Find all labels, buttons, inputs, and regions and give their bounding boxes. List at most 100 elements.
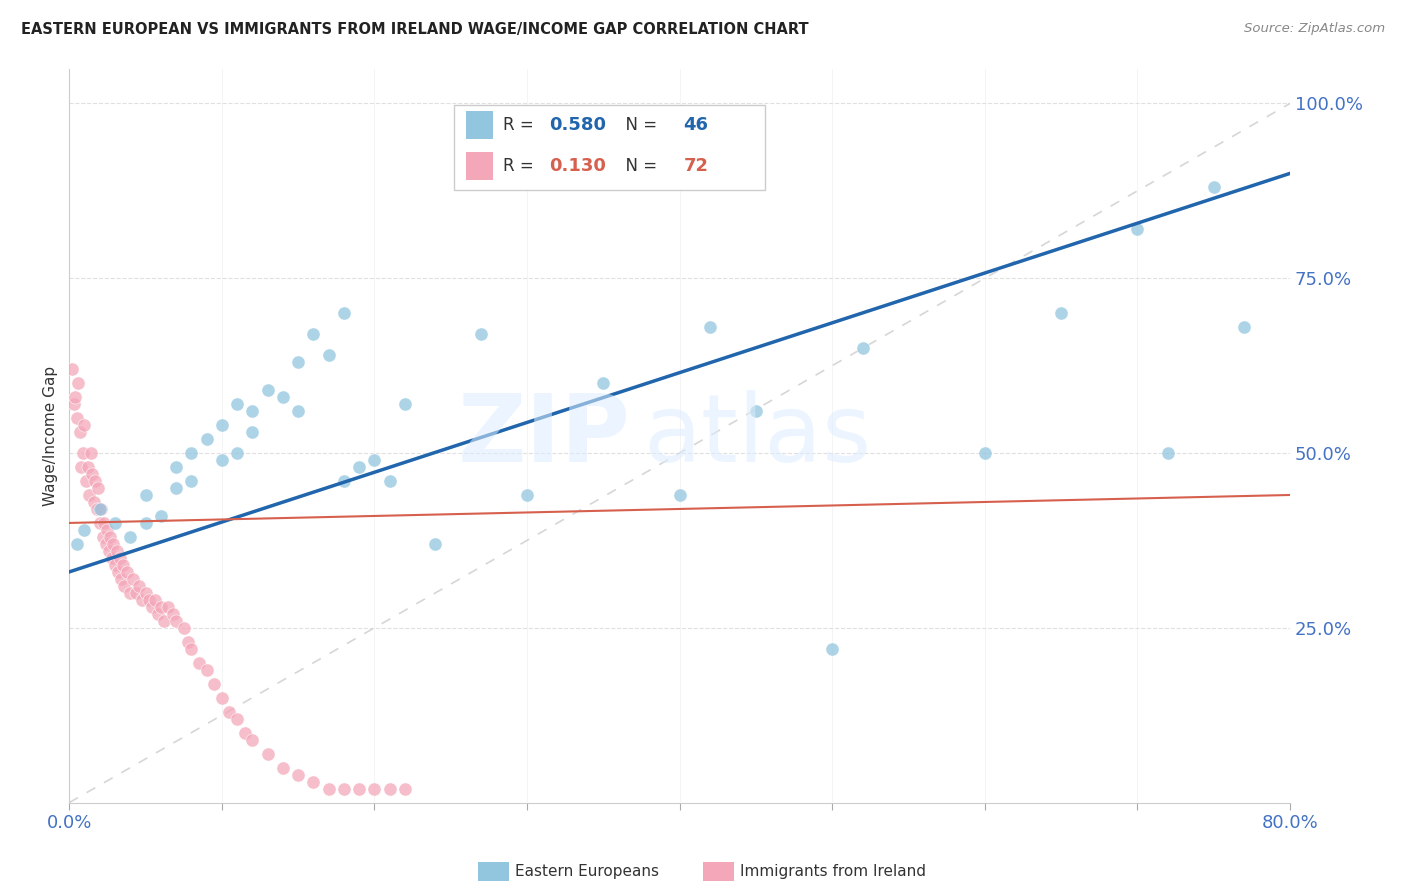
Point bbox=[226, 712, 249, 726]
Point bbox=[165, 481, 187, 495]
Point bbox=[79, 446, 101, 460]
Point bbox=[75, 474, 97, 488]
Text: 0.580: 0.580 bbox=[548, 117, 606, 135]
Point bbox=[226, 446, 249, 460]
Point bbox=[73, 418, 96, 433]
Point bbox=[135, 516, 157, 530]
Point bbox=[1157, 446, 1180, 460]
Point bbox=[157, 599, 180, 614]
Point bbox=[852, 341, 875, 355]
Point bbox=[66, 537, 89, 551]
Point bbox=[240, 404, 263, 418]
Point bbox=[91, 530, 114, 544]
Point bbox=[111, 558, 134, 572]
Point bbox=[256, 747, 278, 761]
Point bbox=[143, 592, 166, 607]
Point bbox=[89, 516, 111, 530]
Point bbox=[1202, 180, 1225, 194]
Point bbox=[120, 530, 142, 544]
Point bbox=[347, 781, 370, 796]
Point bbox=[94, 537, 117, 551]
Point bbox=[187, 656, 209, 670]
Point bbox=[973, 446, 995, 460]
Point bbox=[165, 614, 187, 628]
Point bbox=[195, 432, 218, 446]
Point bbox=[173, 621, 195, 635]
Point bbox=[149, 599, 172, 614]
Point bbox=[110, 572, 132, 586]
Point bbox=[1126, 222, 1149, 236]
Point bbox=[378, 781, 401, 796]
Point bbox=[363, 781, 385, 796]
Point bbox=[516, 488, 538, 502]
Point bbox=[233, 725, 256, 739]
Point bbox=[180, 474, 202, 488]
Point bbox=[592, 376, 614, 391]
Point bbox=[141, 599, 163, 614]
Text: R =: R = bbox=[502, 117, 538, 135]
Point bbox=[1050, 306, 1073, 320]
Point bbox=[218, 705, 240, 719]
Point bbox=[287, 767, 309, 781]
Point bbox=[302, 327, 325, 342]
Point bbox=[165, 460, 187, 475]
Point bbox=[425, 537, 447, 551]
Point bbox=[153, 614, 176, 628]
Point bbox=[120, 586, 142, 600]
Point bbox=[363, 453, 385, 467]
Point bbox=[60, 362, 83, 376]
Point bbox=[90, 502, 112, 516]
Point bbox=[104, 516, 127, 530]
Text: atlas: atlas bbox=[643, 390, 872, 482]
Point bbox=[67, 376, 90, 391]
Point bbox=[65, 390, 87, 404]
Point bbox=[138, 592, 160, 607]
Point bbox=[107, 565, 129, 579]
Point bbox=[333, 781, 356, 796]
Point bbox=[69, 425, 91, 439]
Point bbox=[745, 404, 768, 418]
Bar bbox=[465, 112, 494, 139]
Point bbox=[104, 558, 127, 572]
Point bbox=[699, 320, 721, 334]
Text: N =: N = bbox=[614, 117, 662, 135]
Point bbox=[105, 544, 128, 558]
Point bbox=[73, 523, 96, 537]
Point bbox=[378, 474, 401, 488]
Point bbox=[66, 411, 89, 425]
Point bbox=[131, 592, 153, 607]
Point bbox=[256, 383, 278, 397]
Point bbox=[82, 467, 104, 481]
Point bbox=[100, 530, 122, 544]
Point bbox=[821, 641, 844, 656]
Point bbox=[470, 327, 492, 342]
Point bbox=[76, 460, 98, 475]
Point bbox=[302, 774, 325, 789]
Point bbox=[62, 397, 84, 411]
Point bbox=[240, 425, 263, 439]
Point bbox=[211, 690, 233, 705]
Point bbox=[180, 446, 202, 460]
Point bbox=[271, 761, 294, 775]
Point bbox=[84, 474, 107, 488]
Point bbox=[115, 565, 138, 579]
Point bbox=[108, 550, 131, 565]
Point bbox=[112, 579, 135, 593]
Point bbox=[668, 488, 690, 502]
Point bbox=[394, 781, 416, 796]
Point bbox=[318, 348, 340, 362]
Point bbox=[83, 495, 105, 509]
Point bbox=[135, 488, 157, 502]
Point bbox=[128, 579, 150, 593]
Text: R =: R = bbox=[502, 157, 538, 175]
Text: ZIP: ZIP bbox=[458, 390, 631, 482]
Point bbox=[87, 481, 110, 495]
Point bbox=[86, 502, 108, 516]
Point bbox=[226, 397, 249, 411]
Point bbox=[195, 663, 218, 677]
Point bbox=[333, 474, 356, 488]
Point bbox=[271, 390, 294, 404]
Point bbox=[72, 446, 94, 460]
Point bbox=[101, 550, 124, 565]
Point bbox=[211, 453, 233, 467]
